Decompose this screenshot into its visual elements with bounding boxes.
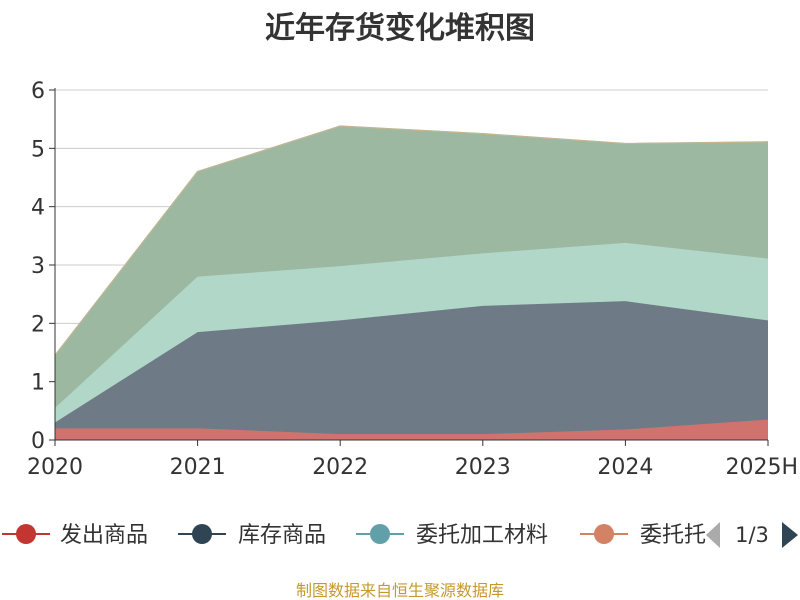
- x-tick-label: 2020: [27, 455, 83, 480]
- legend[interactable]: 发出商品 库存商品 委托加工材料 委托托 1/3: [2, 522, 798, 548]
- legend-marker: [16, 524, 36, 544]
- legend-label: 委托托: [640, 523, 706, 548]
- y-tick-label: 2: [31, 312, 45, 337]
- y-tick-label: 1: [31, 371, 45, 396]
- legend-prev-arrow-icon[interactable]: [706, 522, 720, 548]
- area-series-3: [55, 242, 768, 423]
- x-tick-label: 2023: [455, 455, 511, 480]
- area-series-2: [55, 301, 768, 435]
- legend-label: 库存商品: [238, 523, 326, 548]
- legend-item-4[interactable]: 委托托: [580, 523, 706, 548]
- total-outline: [54, 125, 769, 356]
- legend-marker: [594, 524, 614, 544]
- x-tick-label: 2022: [312, 455, 368, 480]
- legend-marker: [192, 524, 212, 544]
- y-tick-label: 6: [31, 79, 45, 104]
- chart-title: 近年存货变化堆积图: [265, 11, 535, 46]
- y-tick-label: 0: [31, 429, 45, 454]
- area-series-6: [55, 126, 768, 408]
- area-series-1: [55, 419, 768, 440]
- x-tick-label: 2024: [597, 455, 653, 480]
- legend-marker: [370, 524, 390, 544]
- legend-item-1[interactable]: 发出商品: [2, 523, 148, 548]
- x-tick-label: 2025H: [725, 455, 798, 480]
- axes: 0 1 2 3 4 5 6 2020 2021 2022 2023 2024 2025H: [27, 79, 798, 480]
- area-series: [54, 125, 769, 440]
- legend-item-3[interactable]: 委托加工材料: [356, 523, 548, 548]
- y-tick-label: 5: [31, 137, 45, 162]
- legend-item-2[interactable]: 库存商品: [178, 523, 326, 548]
- source-note: 制图数据来自恒生聚源数据库: [296, 581, 504, 600]
- y-tick-label: 4: [31, 196, 45, 221]
- legend-label: 委托加工材料: [416, 523, 548, 548]
- legend-page-indicator: 1/3: [735, 523, 769, 547]
- legend-label: 发出商品: [60, 523, 148, 548]
- legend-next-arrow-icon[interactable]: [782, 522, 798, 548]
- x-tick-label: 2021: [170, 455, 226, 480]
- y-tick-label: 3: [31, 254, 45, 279]
